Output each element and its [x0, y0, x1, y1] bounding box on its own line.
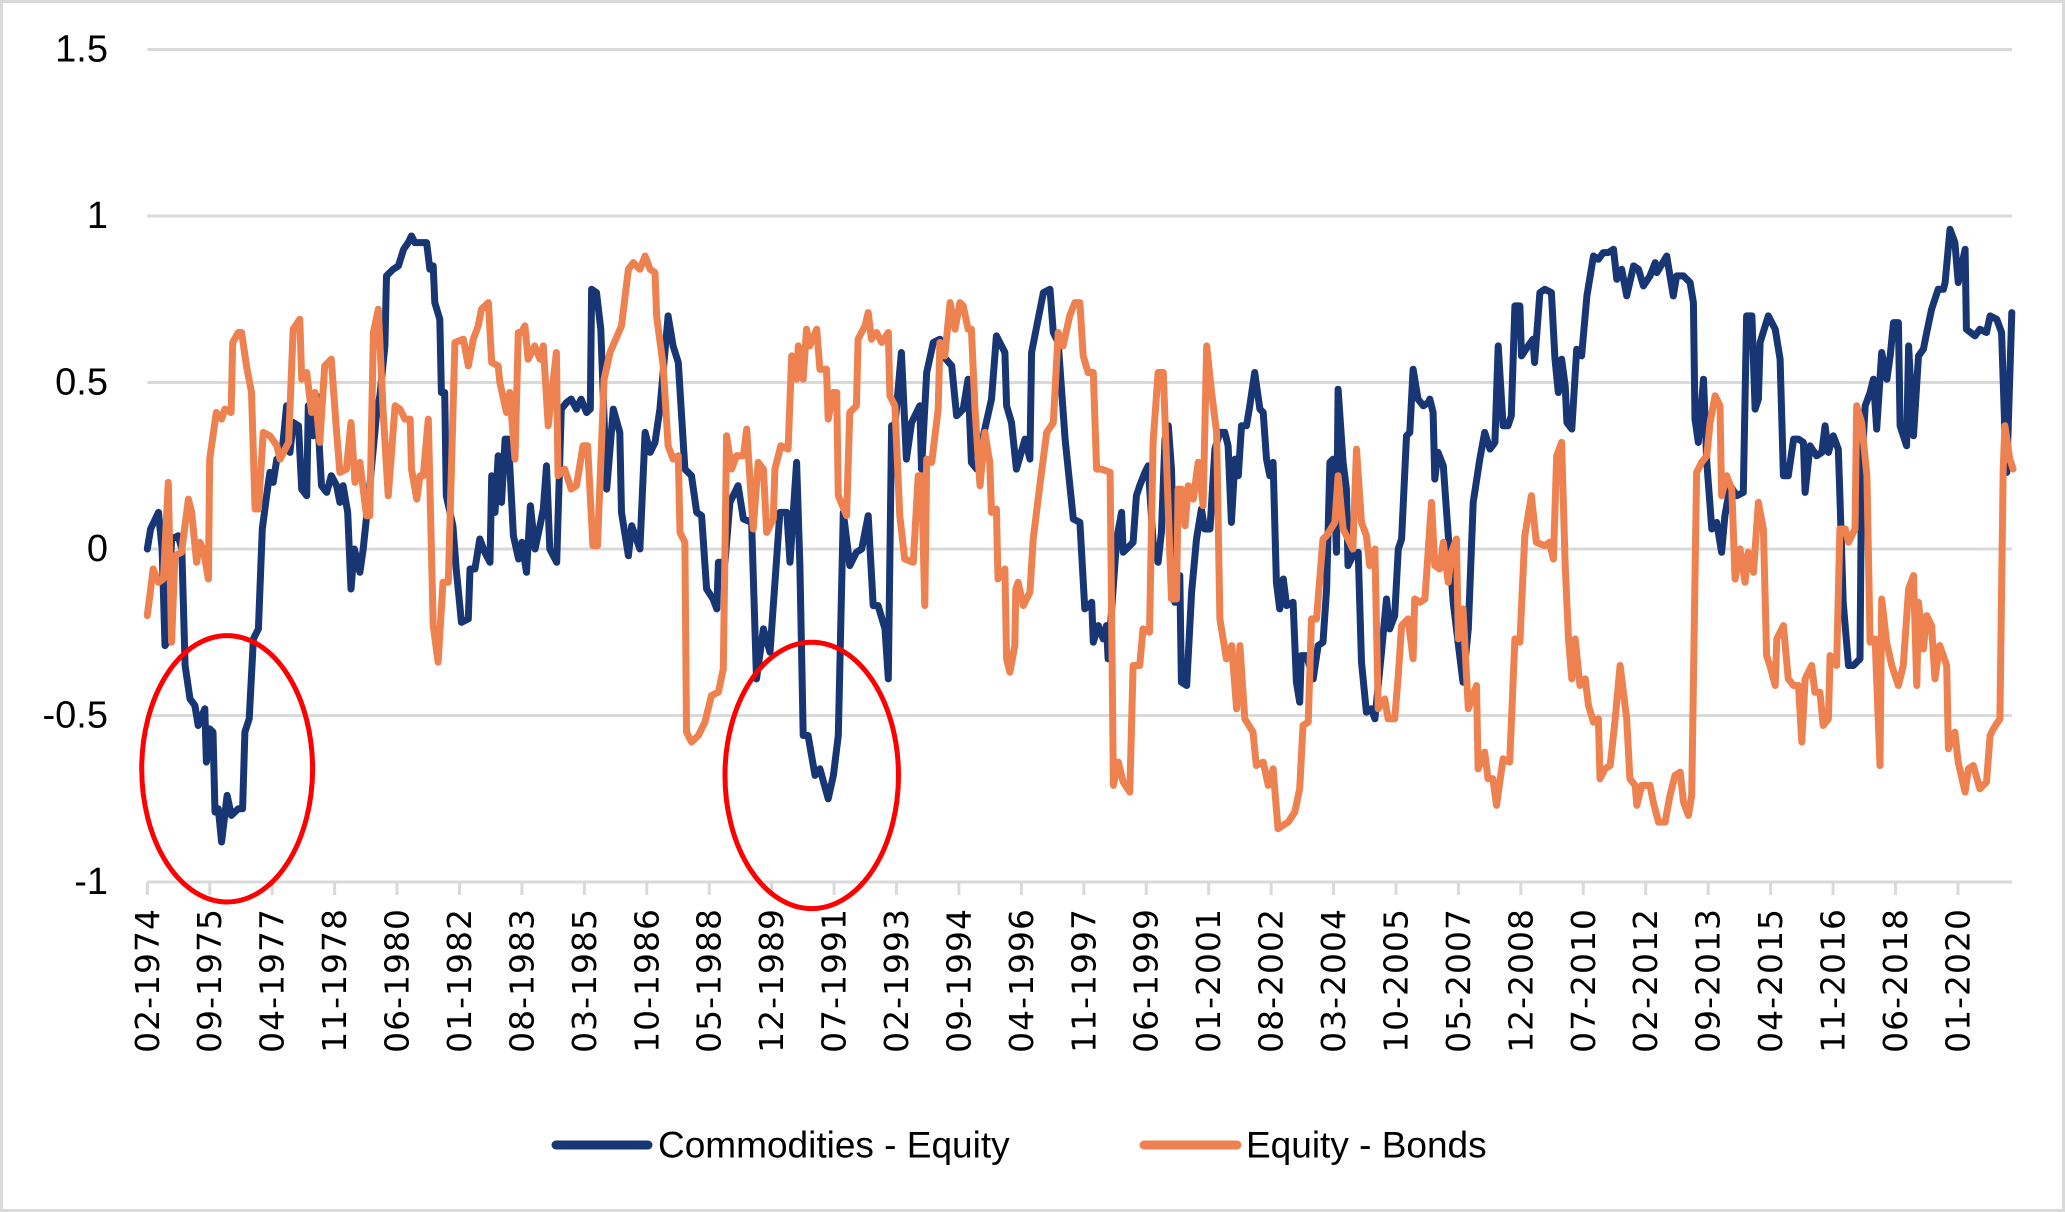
x-tick-label: 11-1978: [315, 908, 354, 1053]
x-tick-label: 09-1994: [939, 908, 978, 1053]
x-tick-label: 04-2015: [1751, 908, 1790, 1053]
y-tick-label: 0: [87, 528, 108, 570]
x-tick-label: 06-2018: [1876, 908, 1915, 1053]
x-tick-label: 11-1997: [1064, 908, 1103, 1053]
x-tick-label: 02-1974: [128, 908, 167, 1053]
y-tick-label: 0.5: [55, 362, 108, 404]
x-tick-label: 06-1999: [1127, 908, 1166, 1053]
series-line-equity-bonds: [143, 252, 2017, 833]
legend-label: Commodities - Equity: [658, 1125, 1010, 1166]
x-tick-label: 01-2020: [1938, 908, 1977, 1053]
x-tick-label: 03-2004: [1314, 908, 1353, 1053]
x-tick-label: 08-2002: [1252, 908, 1291, 1053]
x-tick-label: 08-1983: [502, 908, 541, 1053]
x-tick-label: 09-2013: [1689, 908, 1728, 1053]
highlight-ellipses: [139, 633, 901, 912]
x-axis: 02-1974 09-1975 04-1977 11-1978 06-1980 01-19…: [128, 882, 1977, 1053]
x-tick-label: 06-1980: [378, 908, 417, 1053]
legend-label: Equity - Bonds: [1246, 1125, 1487, 1166]
x-tick-label: 02-1993: [877, 908, 916, 1053]
x-tick-label: 04-1996: [1002, 908, 1041, 1053]
y-tick-label: -1: [74, 861, 108, 903]
x-tick-label: 03-1985: [565, 908, 604, 1053]
x-tick-label: 05-2007: [1439, 908, 1478, 1053]
x-tick-label: 05-1988: [690, 908, 729, 1053]
x-tick-label: 09-1975: [190, 908, 229, 1053]
x-tick-label: 11-2016: [1814, 908, 1853, 1053]
y-tick-label: 1.5: [55, 29, 108, 71]
gridlines: [147, 48, 2012, 884]
x-tick-label: 12-2008: [1501, 908, 1540, 1053]
x-tick-label: 12-1989: [752, 908, 791, 1053]
y-axis-labels: 1.5 1 0.5 0 -0.5 -1: [43, 29, 108, 904]
legend: Commodities - Equity Equity - Bonds: [551, 1125, 1487, 1166]
x-tick-label: 02-2012: [1626, 908, 1665, 1053]
x-tick-label: 10-2005: [1376, 908, 1415, 1053]
y-tick-label: 1: [87, 195, 108, 237]
x-tick-label: 04-1977: [253, 908, 292, 1053]
y-tick-label: -0.5: [43, 695, 108, 737]
x-tick-label: 07-2010: [1564, 908, 1603, 1053]
x-tick-label: 01-1982: [440, 908, 479, 1053]
x-tick-label: 07-1991: [815, 908, 854, 1053]
x-tick-label: 01-2001: [1189, 908, 1228, 1053]
series-lines: [143, 225, 2017, 846]
x-tick-label: 10-1986: [627, 908, 666, 1053]
highlight-ellipse: [722, 639, 901, 912]
highlight-ellipse: [139, 633, 316, 905]
